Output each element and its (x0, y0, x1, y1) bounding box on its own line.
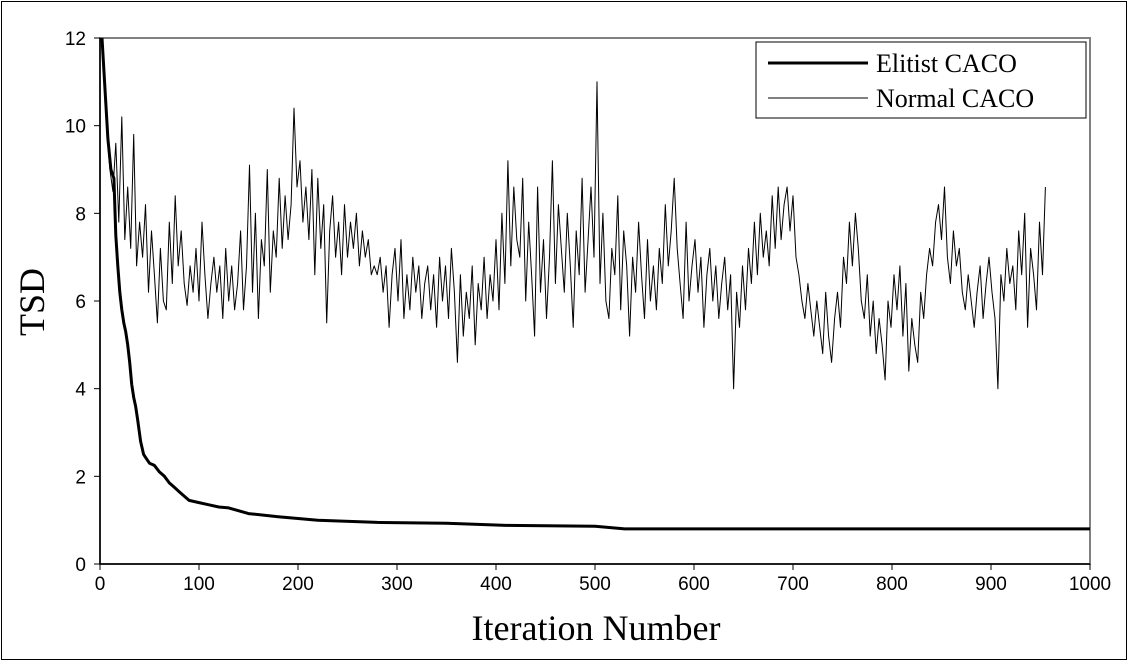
x-tick-label: 300 (381, 574, 413, 595)
series-line-elitist-caco (100, 37, 1090, 531)
x-tick-label: 1000 (1069, 574, 1111, 595)
x-tick-label: 700 (777, 574, 809, 595)
x-tick-label: 200 (282, 574, 314, 595)
y-tick-label: 2 (75, 467, 86, 488)
x-tick-label: 400 (480, 574, 512, 595)
legend-label-normal: Normal CACO (876, 84, 1034, 113)
ticks-layer: 0 100 200 300 400 500 600 700 800 900 1000 0 2 4 6 8 10 1… (65, 29, 1111, 595)
x-axis-title: Iteration Number (472, 608, 721, 648)
y-axis-title: TSD (12, 268, 52, 336)
x-tick-label: 500 (579, 574, 611, 595)
y-tick-label: 4 (75, 380, 86, 401)
x-tick-label: 100 (183, 574, 215, 595)
series-line-normal-caco (100, 37, 1046, 390)
x-tick-label: 600 (678, 574, 710, 595)
y-tick-label: 6 (75, 292, 86, 313)
x-tick-label: 900 (975, 574, 1007, 595)
y-tick-label: 12 (65, 29, 86, 50)
legend-box (755, 41, 1087, 119)
y-tick-label: 8 (75, 204, 86, 225)
x-tick-label: 0 (95, 574, 106, 595)
series-layer (100, 37, 1090, 531)
y-tick-label: 10 (65, 117, 86, 138)
x-tick-label: 800 (876, 574, 908, 595)
y-tick-label: 0 (75, 555, 86, 576)
legend-label-elitist: Elitist CACO (876, 49, 1017, 78)
legend: Elitist CACO Normal CACO (755, 41, 1087, 119)
